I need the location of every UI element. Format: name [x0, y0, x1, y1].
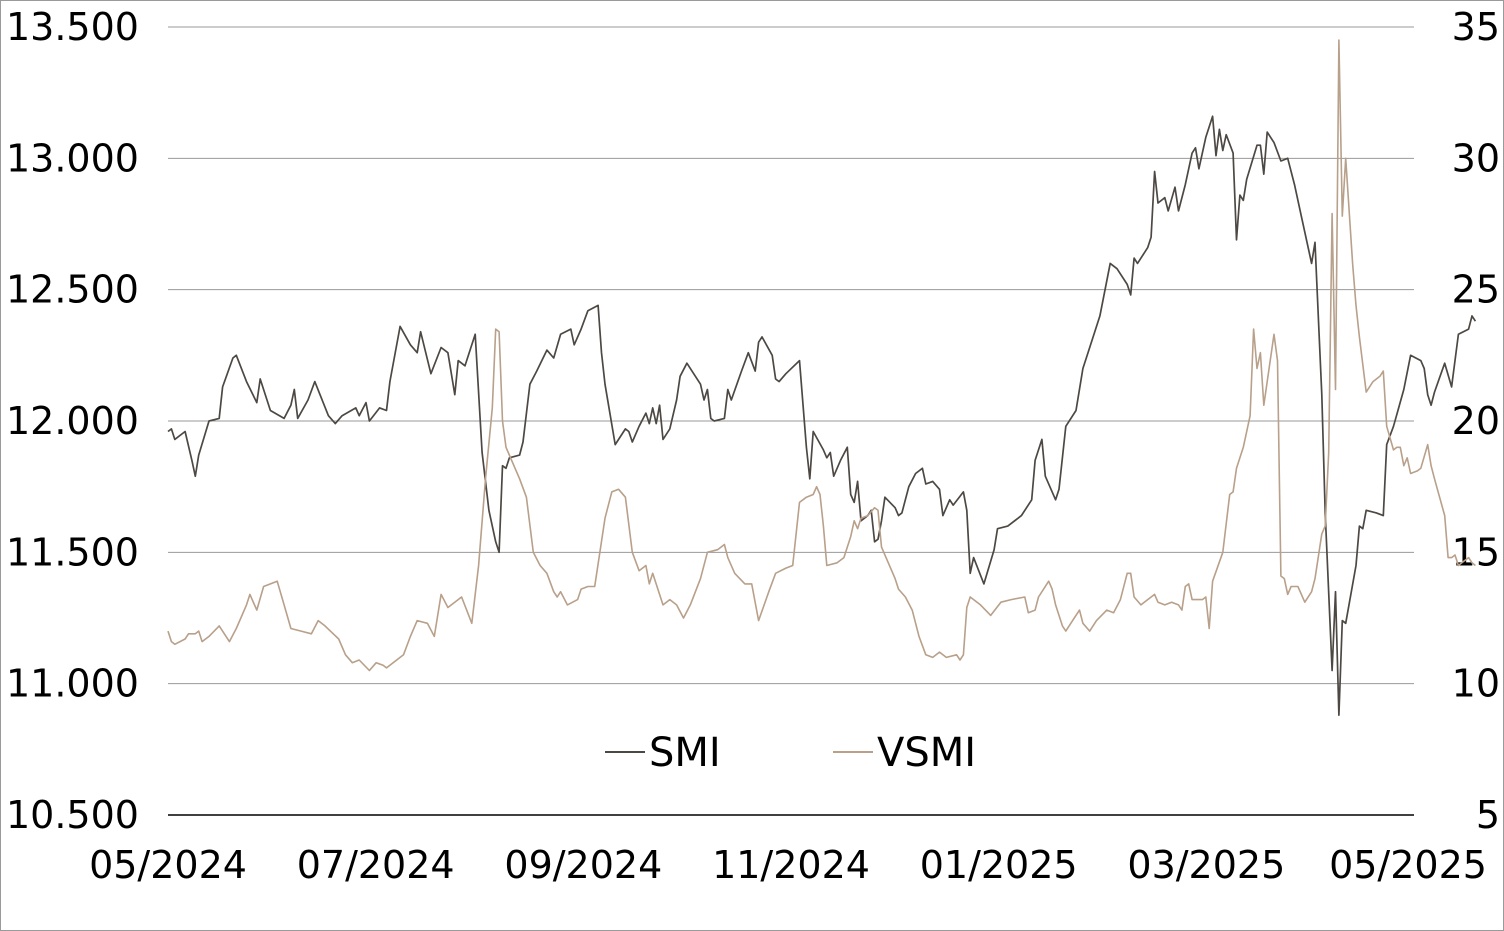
x-tick-label: 01/2025: [920, 843, 1078, 887]
series-group: [167, 39, 1477, 717]
y-right-tick-label: 35: [1452, 5, 1500, 49]
x-tick-label: 05/2025: [1329, 843, 1487, 887]
x-tick-label: 05/2024: [89, 843, 247, 887]
gridlines: [168, 26, 1414, 685]
legend-label-vsmi: VSMI: [877, 730, 976, 776]
legend: SMI VSMI: [605, 730, 976, 776]
y-right-tick-label: 25: [1452, 268, 1500, 312]
axes: 13.500 13.000 12.500 12.000 11.500 11.000 10.5…: [6, 5, 1500, 887]
y-right-tick-label: 15: [1452, 530, 1500, 574]
y-left-tick-label: 12.000: [6, 399, 139, 443]
x-tick-label: 03/2025: [1127, 843, 1285, 887]
y-right-tick-label: 10: [1452, 662, 1500, 706]
y-left-tick-label: 12.500: [6, 268, 139, 312]
y-left-tick-label: 13.000: [6, 136, 139, 180]
y-right-tick-label: 20: [1452, 399, 1500, 443]
y-right-tick-label: 30: [1452, 136, 1500, 180]
x-tick-label: 09/2024: [504, 843, 662, 887]
x-tick-label: 11/2024: [712, 843, 870, 887]
series-line-vsmi: [167, 39, 1476, 672]
y-left-tick-label: 11.500: [6, 530, 139, 574]
series-line-smi: [167, 115, 1477, 717]
y-left-tick-label: 13.500: [6, 5, 139, 49]
x-tick-label: 07/2024: [297, 843, 455, 887]
y-left-tick-label: 11.000: [6, 662, 139, 706]
y-right-tick-label: 5: [1476, 793, 1500, 837]
y-left-tick-label: 10.500: [6, 793, 139, 837]
legend-label-smi: SMI: [649, 730, 721, 776]
